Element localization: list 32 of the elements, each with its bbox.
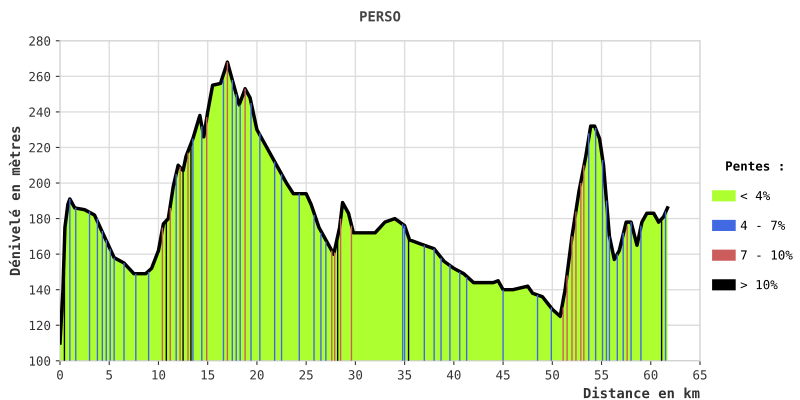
y-tick-label: 160	[30, 250, 50, 260]
x-tick-label: 60	[644, 370, 658, 380]
x-tick-label: 40	[446, 370, 461, 380]
legend-label: 4 - 7%	[740, 220, 786, 230]
x-tick-label: 20	[250, 370, 264, 380]
y-tick-label: 180	[30, 214, 50, 224]
y-tick-label: 260	[29, 72, 50, 82]
y-tick-label: 100	[30, 356, 50, 366]
chart-title: PERSO	[360, 11, 400, 22]
y-tick-label: 120	[30, 320, 50, 330]
x-tick-label: 30	[348, 370, 362, 380]
y-tick-label: 280	[29, 36, 50, 46]
x-tick-label: 25	[300, 370, 313, 380]
legend-label: 7 - 10%	[741, 250, 793, 260]
x-tick-label: 45	[496, 370, 510, 380]
x-tick-label: 10	[152, 370, 166, 380]
x-axis-title: Distance en km	[584, 386, 700, 398]
y-tick-label: 240	[29, 107, 50, 117]
x-tick-label: 0	[57, 370, 63, 380]
x-tick-label: 5	[106, 370, 112, 380]
legend-label: > 10%	[740, 280, 778, 290]
x-tick-label: 35	[398, 370, 412, 380]
y-tick-label: 220	[29, 142, 50, 152]
legend-label: < 4%	[740, 191, 770, 200]
x-tick-label: 65	[693, 370, 707, 380]
legend-title: Pentes :	[726, 161, 783, 171]
x-tick-label: 50	[546, 370, 560, 380]
x-tick-label: 55	[594, 370, 608, 380]
y-axis-title: Dénivelé en mètres	[8, 126, 20, 276]
y-tick-label: 140	[30, 285, 50, 295]
x-tick-label: 15	[202, 370, 214, 380]
y-tick-label: 200	[29, 178, 50, 188]
